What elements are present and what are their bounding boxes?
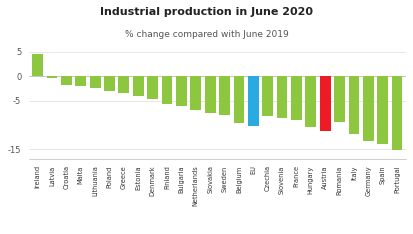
Bar: [75, 76, 86, 87]
Bar: [348, 76, 358, 134]
Bar: [233, 76, 244, 123]
Bar: [276, 76, 287, 118]
Text: Industrial production in June 2020: Industrial production in June 2020: [100, 7, 313, 17]
Bar: [319, 76, 330, 131]
Bar: [204, 76, 215, 113]
Bar: [305, 76, 316, 127]
Bar: [133, 76, 143, 96]
Bar: [190, 76, 201, 110]
Text: % change compared with June 2019: % change compared with June 2019: [125, 30, 288, 39]
Bar: [247, 76, 258, 126]
Bar: [147, 76, 158, 99]
Bar: [32, 54, 43, 76]
Bar: [290, 76, 301, 120]
Bar: [218, 76, 229, 115]
Bar: [90, 76, 100, 88]
Bar: [118, 76, 129, 93]
Bar: [391, 76, 401, 150]
Bar: [161, 76, 172, 103]
Bar: [61, 76, 71, 85]
Bar: [262, 76, 273, 116]
Bar: [376, 76, 387, 145]
Bar: [333, 76, 344, 122]
Bar: [47, 76, 57, 78]
Bar: [176, 76, 186, 106]
Bar: [104, 76, 115, 91]
Bar: [362, 76, 373, 141]
